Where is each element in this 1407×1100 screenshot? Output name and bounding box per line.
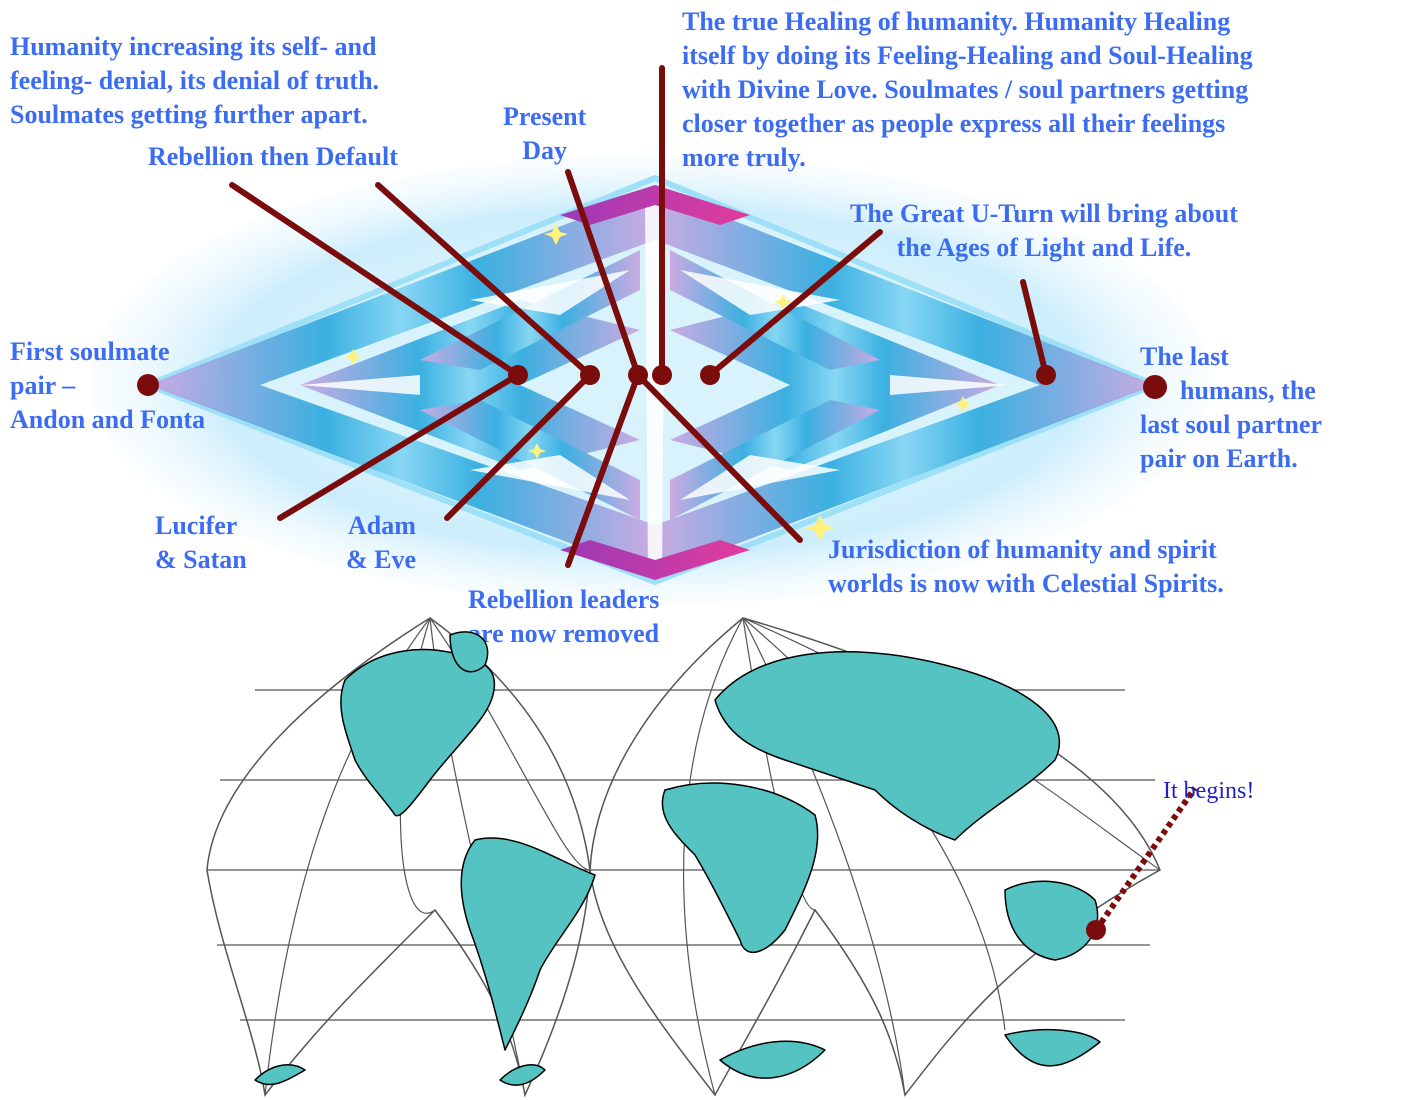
sparkle-star-icon xyxy=(805,515,835,541)
sparkle-star-icon xyxy=(528,443,546,459)
pointer-line-last-humans xyxy=(1020,279,1049,378)
continent-australia xyxy=(1004,880,1099,961)
sparkle-star-icon xyxy=(774,294,792,310)
sparkle-star-icon xyxy=(344,349,362,365)
pointer-line-denial xyxy=(229,182,521,378)
continent-europe-asia xyxy=(714,651,1061,841)
marker-last-humans-inner xyxy=(1036,365,1056,385)
continent-antarctica-west xyxy=(254,1064,306,1086)
label-true-healing: The true Healing of humanity. Humanity H… xyxy=(682,7,1253,172)
label-first-pair: First soulmate pair – Andon and Fonta xyxy=(10,337,206,434)
label-denial: Humanity increasing its self- and feeling… xyxy=(10,32,380,129)
pointer-line-jurisdiction xyxy=(635,372,803,543)
world-map xyxy=(206,617,1198,1098)
label-great-uturn: The Great U-Turn will bring about the Age… xyxy=(850,199,1238,262)
pointer-line-adam-eve xyxy=(444,372,593,521)
continent-greenland xyxy=(449,631,489,673)
label-last-humans: The last humans, the last soul partner pair… xyxy=(1140,342,1322,473)
continent-antarctica-east xyxy=(719,1040,826,1079)
sparkle-star-icon xyxy=(954,396,972,412)
label-lucifer: Lucifer & Satan xyxy=(155,511,247,574)
label-present-day: Present Day xyxy=(503,102,587,165)
label-jurisdiction: Jurisdiction of humanity and spirit world… xyxy=(828,535,1224,598)
it-begins-marker xyxy=(1086,920,1106,940)
continent-antarctica-far-east xyxy=(1004,1028,1101,1067)
marker-rebellion-default xyxy=(580,365,600,385)
pointer-line-lucifer xyxy=(277,372,521,521)
pointer-line-present-day xyxy=(565,169,641,378)
pointer-line-great-uturn xyxy=(707,229,883,378)
marker-true-healing xyxy=(652,365,672,385)
pointer-line-rebellion-leaders xyxy=(565,372,641,568)
diamond-bottom-magenta xyxy=(560,540,750,580)
marker-denial xyxy=(508,365,528,385)
marker-present-day xyxy=(628,365,648,385)
it-begins-note: It begins! xyxy=(1163,778,1255,804)
soulmate-timeline-diagram xyxy=(90,65,1210,605)
it-begins-pointer xyxy=(1093,786,1198,932)
diamond-top-magenta xyxy=(560,185,750,225)
pointer-line-rebellion-default xyxy=(375,182,593,378)
marker-great-uturn xyxy=(700,365,720,385)
continent-north-america xyxy=(340,648,496,817)
continent-africa xyxy=(661,782,819,954)
continent-antarctica-center xyxy=(499,1064,546,1086)
label-rebellion-default: Rebellion then Default xyxy=(148,142,398,171)
label-adam-eve: Adam & Eve xyxy=(346,511,417,574)
continent-south-america xyxy=(460,837,596,1051)
label-rebellion-leaders: Rebellion leaders are now removed xyxy=(468,585,660,648)
sparkle-star-icon xyxy=(544,224,568,245)
marker-first-pair xyxy=(137,374,159,396)
marker-last-humans xyxy=(1143,375,1167,399)
